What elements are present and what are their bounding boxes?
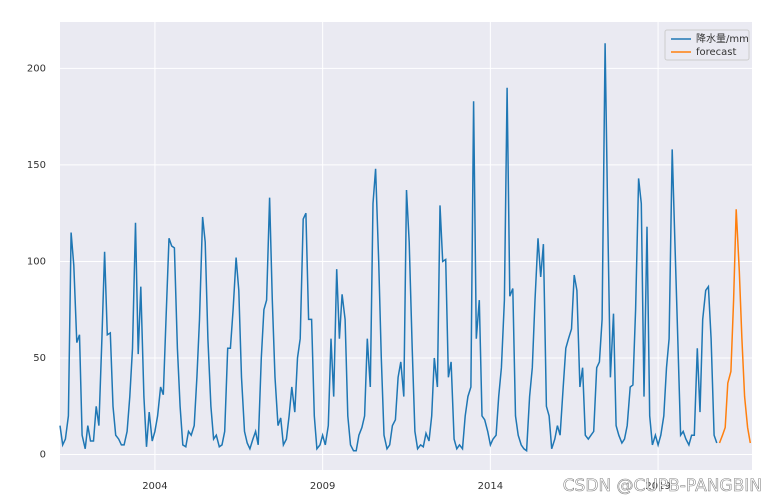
x-tick-label: 2009 [310, 481, 335, 492]
y-tick-label: 0 [40, 450, 46, 461]
watermark: CSDN @CUPB-PANGBIN [563, 476, 762, 496]
y-tick-label: 150 [27, 160, 46, 171]
legend-label: forecast [696, 47, 737, 58]
x-tick-label: 2019 [645, 481, 670, 492]
data-line [59, 43, 718, 453]
y-tick-label: 50 [33, 353, 46, 364]
data-line [718, 209, 752, 444]
y-tick-label: 100 [27, 256, 46, 267]
legend-label: 降水量/mm [696, 32, 749, 45]
x-tick-label: 2004 [142, 481, 167, 492]
x-tick-label: 2014 [478, 481, 503, 492]
y-tick-label: 200 [27, 63, 46, 74]
